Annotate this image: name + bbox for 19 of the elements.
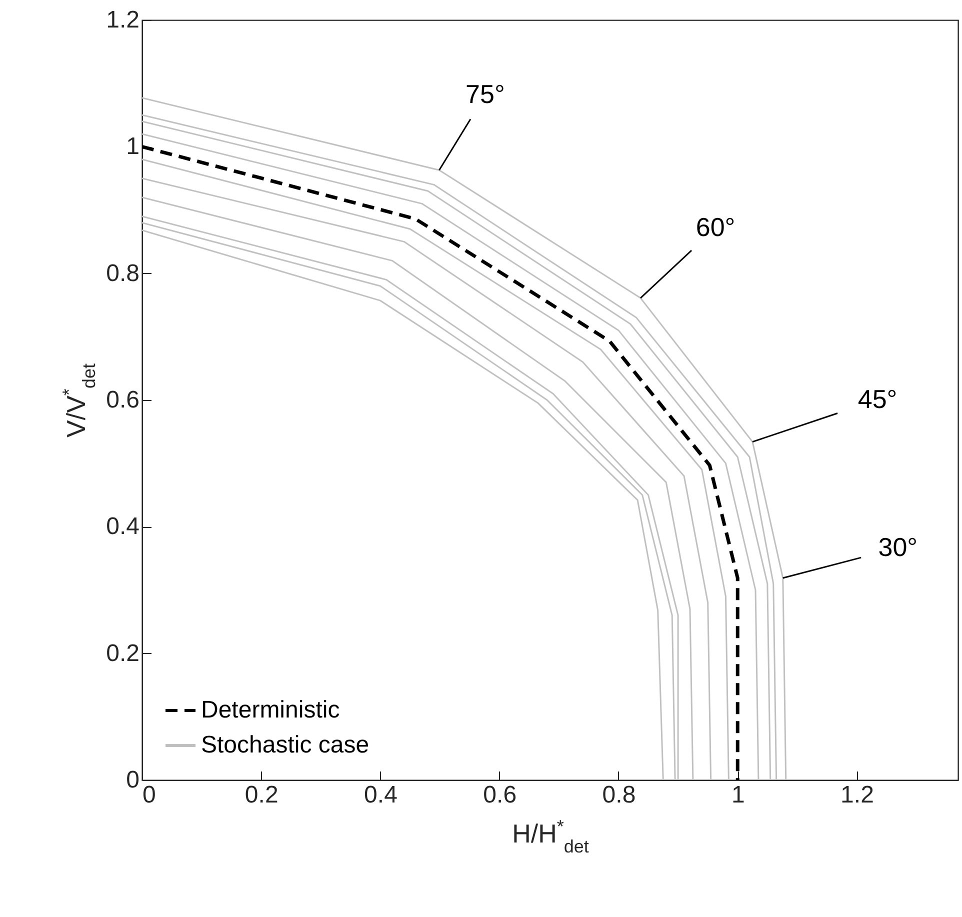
x-tick-label: 0 xyxy=(142,782,156,808)
annotation: 60° xyxy=(696,212,736,242)
annotation: 75° xyxy=(466,79,505,110)
annotation: 45° xyxy=(858,384,898,414)
legend-label: Stochastic case xyxy=(201,732,370,758)
x-tick-label: 0.6 xyxy=(483,782,517,808)
y-tick-label: 0.2 xyxy=(106,640,140,667)
annotation: 30° xyxy=(878,532,918,562)
legend-label: Deterministic xyxy=(201,696,340,724)
x-tick-label: 1 xyxy=(731,782,745,808)
y-tick-label: 0.6 xyxy=(106,386,140,414)
x-tick-label: 1.2 xyxy=(840,782,874,808)
y-tick-label: 1.2 xyxy=(106,6,140,34)
y-tick-label: 0.4 xyxy=(106,513,140,540)
x-tick-label: 0.8 xyxy=(602,782,636,808)
y-tick-label: 1 xyxy=(126,133,140,160)
y-tick-label: 0.8 xyxy=(106,260,140,287)
x-tick-label: 0.4 xyxy=(364,782,398,808)
x-tick-label: 0.2 xyxy=(244,782,278,808)
